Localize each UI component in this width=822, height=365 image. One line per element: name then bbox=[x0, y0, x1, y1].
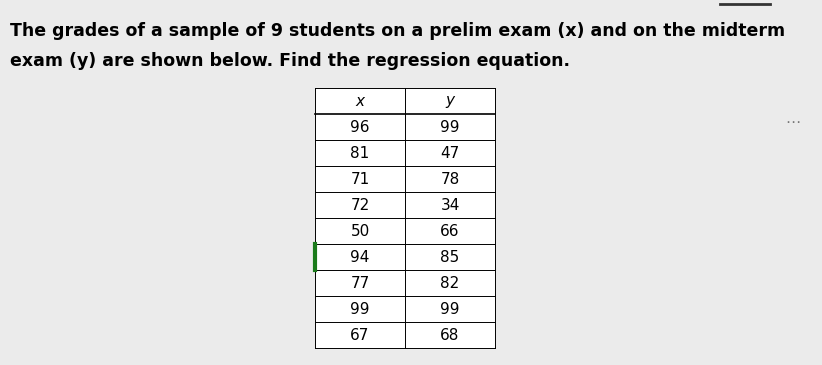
Text: The grades of a sample of 9 students on a prelim exam (x) and on the midterm: The grades of a sample of 9 students on … bbox=[10, 22, 785, 40]
Text: y: y bbox=[446, 93, 455, 108]
Text: 82: 82 bbox=[441, 276, 459, 291]
Text: 81: 81 bbox=[350, 146, 370, 161]
Text: 85: 85 bbox=[441, 250, 459, 265]
Text: x: x bbox=[355, 93, 364, 108]
Text: 71: 71 bbox=[350, 172, 370, 187]
Text: ⋯: ⋯ bbox=[785, 115, 800, 130]
Bar bbox=[315, 88, 495, 348]
Text: 96: 96 bbox=[350, 119, 370, 134]
Text: exam (y) are shown below. Find the regression equation.: exam (y) are shown below. Find the regre… bbox=[10, 52, 570, 70]
Text: 47: 47 bbox=[441, 146, 459, 161]
Text: 77: 77 bbox=[350, 276, 370, 291]
Text: 99: 99 bbox=[441, 119, 459, 134]
Text: 34: 34 bbox=[441, 197, 459, 212]
Text: 68: 68 bbox=[441, 327, 459, 342]
Text: 66: 66 bbox=[441, 223, 459, 238]
Text: 78: 78 bbox=[441, 172, 459, 187]
Text: 72: 72 bbox=[350, 197, 370, 212]
Text: 99: 99 bbox=[350, 301, 370, 316]
Text: 94: 94 bbox=[350, 250, 370, 265]
Text: 50: 50 bbox=[350, 223, 370, 238]
Text: 67: 67 bbox=[350, 327, 370, 342]
Text: 99: 99 bbox=[441, 301, 459, 316]
